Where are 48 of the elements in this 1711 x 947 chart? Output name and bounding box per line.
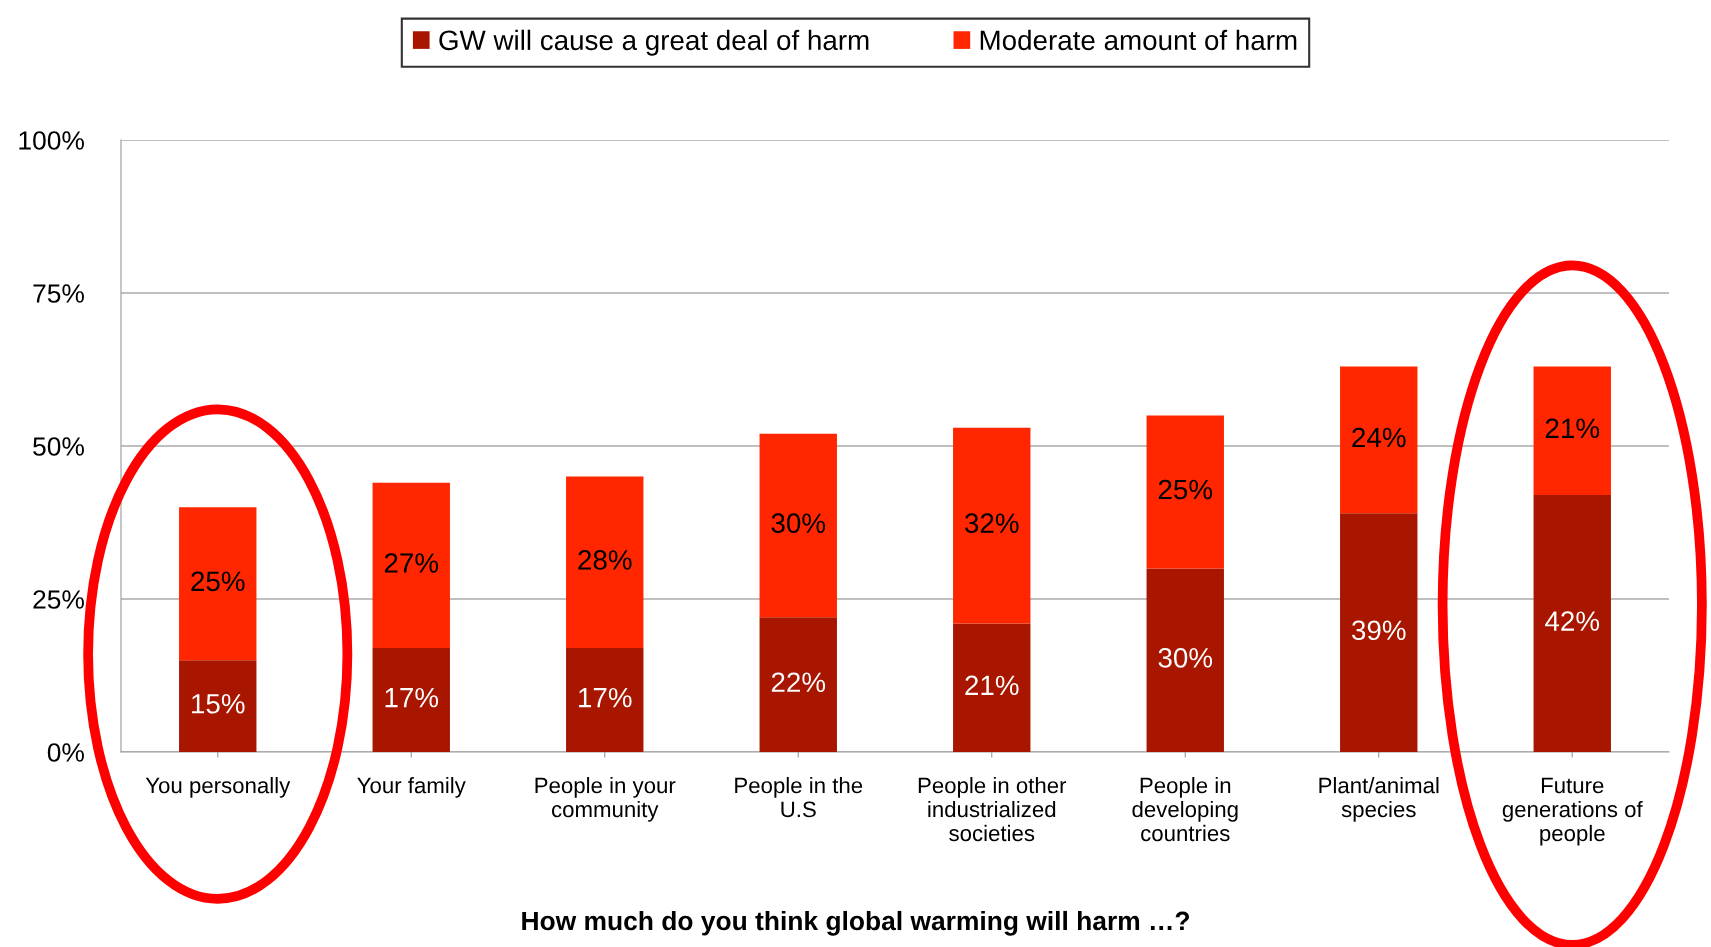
bar	[759, 433, 837, 618]
text: 17%	[385, 687, 439, 708]
bar	[1146, 415, 1224, 569]
legend-label: Moderate amount of harm	[980, 29, 1297, 51]
text: 32%	[965, 513, 1019, 534]
bar	[759, 617, 837, 752]
y-tick-label: 0%	[47, 743, 84, 762]
x-tick-label: People in your community	[535, 777, 676, 822]
bar	[372, 482, 450, 648]
bar	[1533, 494, 1611, 752]
y-tick-label: 100%	[19, 131, 84, 150]
text: 42%	[1545, 611, 1600, 631]
x-tick-label: Future generations of people	[1502, 777, 1643, 846]
text: 39%	[1352, 620, 1406, 641]
x-tick-label: You personally	[145, 777, 291, 798]
text: 25%	[191, 571, 245, 592]
text: 30%	[1158, 647, 1213, 668]
text: 21%	[965, 675, 1019, 696]
bar	[1146, 568, 1224, 752]
bar	[1533, 366, 1611, 495]
bar	[179, 507, 257, 661]
text: 25%	[1158, 479, 1213, 500]
x-tick-label: People in the U.S	[735, 777, 863, 818]
bar	[566, 476, 644, 648]
text: 24%	[1352, 427, 1406, 448]
text: 17%	[579, 687, 632, 708]
bar	[179, 660, 257, 752]
text: 27%	[384, 553, 439, 573]
x-tick-label: Plant/animal species	[1319, 777, 1439, 822]
text: 22%	[771, 672, 826, 693]
x-tick-label: People in developing countries	[1132, 777, 1238, 842]
y-tick-label: 50%	[33, 437, 84, 456]
bar	[953, 427, 1031, 624]
text: 28%	[578, 550, 632, 570]
bar	[1340, 366, 1418, 514]
bar	[372, 647, 450, 752]
text: 30%	[771, 513, 826, 534]
text: How much do you think global warming will harm …?	[522, 910, 1190, 936]
bar	[953, 623, 1031, 752]
bar	[1340, 513, 1418, 752]
y-tick-label: 75%	[33, 284, 84, 303]
text: 21%	[1545, 418, 1600, 439]
x-tick-label: People in other industrialized societies	[918, 777, 1067, 842]
text: 15%	[192, 694, 245, 714]
y-tick-label: 25%	[33, 590, 84, 609]
bar	[566, 647, 644, 752]
legend-label: GW will cause a great deal of harm	[439, 29, 869, 56]
x-tick-label: Your family	[357, 777, 466, 798]
